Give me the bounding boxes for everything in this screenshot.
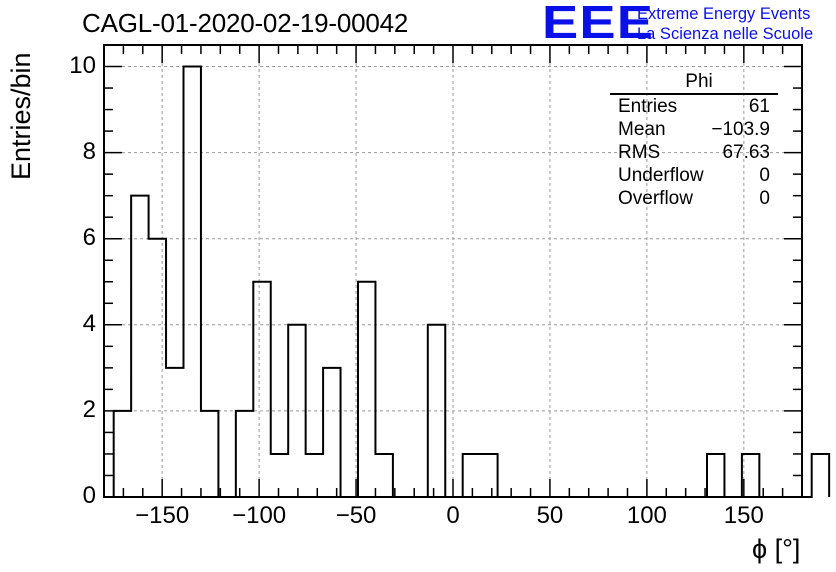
logo-line-2: La Scienza nelle Scuole bbox=[637, 25, 814, 43]
stats-value: 0 bbox=[759, 165, 770, 186]
stats-row: Mean −103.9 bbox=[610, 118, 778, 141]
stats-row: Entries 61 bbox=[610, 95, 778, 118]
stats-row: RMS 67.63 bbox=[610, 141, 778, 164]
y-tick-label: 6 bbox=[82, 223, 96, 251]
chart-title: CAGL-01-2020-02-19-00042 bbox=[82, 8, 409, 38]
grid-lines bbox=[104, 45, 802, 497]
x-tick-label: 0 bbox=[446, 502, 460, 529]
logo-line-1: Extreme Energy Events bbox=[637, 5, 811, 23]
x-tick-label: −50 bbox=[335, 502, 377, 529]
stats-value: −103.9 bbox=[711, 119, 770, 140]
y-tick-label: 4 bbox=[82, 309, 96, 337]
stats-value: 0 bbox=[759, 188, 770, 209]
y-tick-label: 10 bbox=[69, 51, 96, 79]
eee-logo-text: Extreme Energy Events La Scienza nelle S… bbox=[637, 4, 813, 44]
x-tick-label: 100 bbox=[626, 502, 667, 529]
stats-label: Underflow bbox=[618, 165, 704, 186]
y-axis-label: Entries/bin bbox=[6, 52, 36, 180]
x-tick-label: 50 bbox=[536, 502, 564, 529]
stats-label: RMS bbox=[618, 142, 661, 163]
y-tick-label: 0 bbox=[82, 482, 96, 509]
stats-label: Overflow bbox=[618, 188, 693, 209]
stats-label: Entries bbox=[618, 96, 678, 117]
stats-value: 67.63 bbox=[722, 142, 770, 163]
stats-row: Overflow 0 bbox=[610, 187, 778, 210]
y-tick-label: 8 bbox=[82, 137, 96, 165]
y-tick-label: 2 bbox=[82, 395, 96, 423]
axis-ticks bbox=[104, 44, 802, 498]
stats-row: Underflow 0 bbox=[610, 164, 778, 187]
x-tick-label: −150 bbox=[135, 502, 190, 529]
stats-value: 61 bbox=[748, 96, 770, 117]
stats-label: Mean bbox=[618, 119, 666, 140]
x-tick-label: 150 bbox=[723, 502, 764, 529]
x-axis-label: ϕ [°] bbox=[752, 534, 801, 564]
eee-logo: EEE bbox=[542, 0, 655, 48]
x-tick-label: −100 bbox=[232, 502, 287, 529]
stats-box: Phi Entries 61 Mean −103.9 RMS 67.63 Underf… bbox=[610, 70, 778, 210]
stats-title: Phi bbox=[610, 70, 778, 95]
